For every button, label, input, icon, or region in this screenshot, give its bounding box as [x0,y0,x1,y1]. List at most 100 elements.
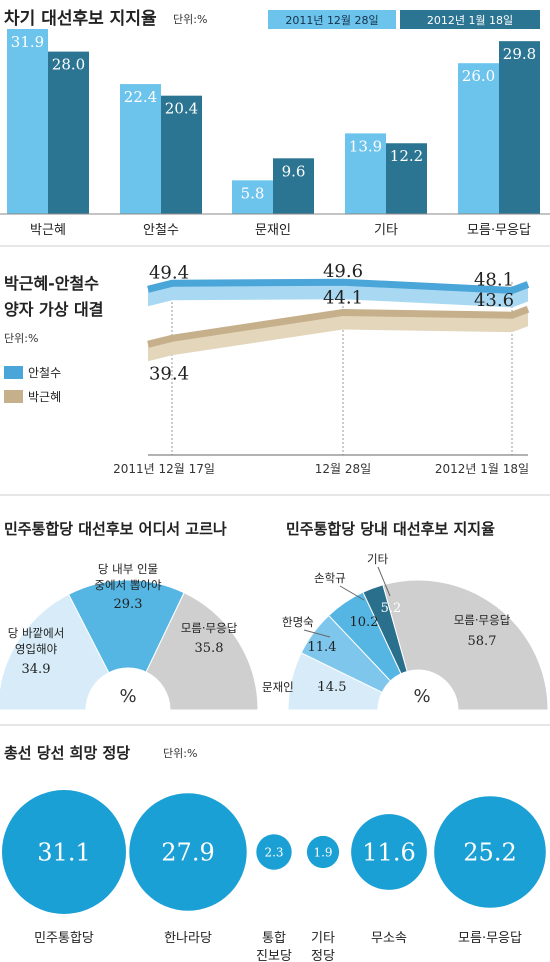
donut-right-value-label: 14.5 [318,680,347,695]
donut-right-value-label: 10.2 [350,615,379,630]
donut-left-value-label: 29.3 [114,597,143,612]
donut-left-value-label: 34.9 [22,662,51,677]
donut-right-value-label: 58.7 [468,634,497,649]
line-x-tick: 2012년 1월 18일 [435,462,529,476]
bar-value-label: 29.8 [503,45,536,63]
bubble-2 [256,834,292,870]
donut-left-slice-label: 중에서 뽑아야 [94,578,162,592]
line-value-label: 39.4 [149,363,189,384]
donut-right-value-label: 11.4 [308,640,337,655]
bubble-value-label: 1.9 [313,845,332,859]
bubble-category-label: 한나라당 [164,931,212,946]
bubble-4 [351,814,427,890]
line-value-label: 49.6 [323,261,363,282]
donut-left-slice-1 [67,579,185,674]
bar-category-label: 문재인 [255,223,291,238]
bar-value-label: 22.4 [124,88,157,106]
donut-left-slice-label: 영입해야 [15,642,58,656]
bubble-category-label: 무소속 [371,931,407,946]
bar-value-label: 13.9 [349,137,382,155]
donut-right-value-label: 5.2 [381,601,402,616]
leader-line [377,566,391,597]
bar-series-2-2 [273,158,314,214]
bar-series-2-3 [386,143,427,214]
bubble-value-label: 2.3 [264,845,283,859]
bubble-value-label: 11.6 [362,839,415,867]
bar-value-label: 12.2 [390,147,423,165]
donut-left-slice-2 [145,592,259,711]
legend-swatch-park [4,390,23,403]
legend-swatch-series-1 [268,10,396,29]
bar-value-label: 31.9 [11,33,44,51]
line-x-tick: 2011년 12월 17일 [113,462,215,476]
bubble-1 [129,793,247,911]
line-x-tick: 12월 28일 [315,462,371,476]
donut-left-slice-label: 당 내부 인물 [98,562,158,576]
bar-value-label: 5.8 [241,184,265,202]
bubble-3 [306,835,340,869]
bar-series-1-0 [7,28,48,215]
bar-category-label: 모름·무응답 [467,223,531,238]
line-value-label: 48.1 [474,269,514,290]
donut-left-value-label: 35.8 [195,641,224,656]
legend-label-ahn: 안철수 [28,366,61,380]
line-ribbon-park [148,309,528,362]
bar-value-label: 28.0 [52,56,85,74]
bubble-value-label: 27.9 [161,839,214,867]
bubble-5 [434,796,546,908]
line-chart-title-line-2: 양자 가상 대결 [4,300,103,319]
donut-left-slice-label: 당 바깥에서 [8,626,65,640]
donut-right-title: 민주통합당 당내 대선후보 지지율 [286,520,495,538]
bubble-category-label: 정당 [311,949,335,962]
bar-category-label: 기타 [374,223,398,238]
donut-left-title: 민주통합당 대선후보 어디서 고르나 [4,520,227,538]
legend-label-park: 박근혜 [28,390,61,404]
bubble-category-label: 모름·무응답 [458,931,522,946]
donut-right-slice-label: 기타 [367,552,389,566]
donut-right-slice-label: 문재인 [262,680,294,694]
bar-series-1-1 [120,84,161,214]
line-chart-unit: 단위:% [4,332,38,345]
bar-series-1-4 [458,63,499,215]
bar-value-label: 9.6 [282,162,306,180]
donut-left-slice-label: 모름·무응답 [181,621,238,635]
bar-series-2-1 [161,95,202,214]
bar-series-2-4 [499,41,540,214]
bar-chart-unit: 단위:% [173,13,207,26]
donut-right-slice-label: 손학규 [314,571,346,585]
bubble-category-label: 기타 [311,931,335,946]
donut-right-slice-label: 모름·무응답 [454,613,511,627]
bubble-category-label: 민주통합당 [34,931,94,946]
line-value-label: 44.1 [323,287,363,308]
line-value-label: 49.4 [149,262,189,283]
line-chart-title-line-1: 박근혜-안철수 [4,274,99,293]
bubble-value-label: 25.2 [463,839,516,867]
bubble-0 [2,790,126,914]
bar-category-label: 안철수 [143,223,179,238]
donut-left-slice-0 [0,593,110,711]
donut-left-center-label: % [119,686,136,707]
donut-right-slice-label: 한명숙 [282,615,314,629]
bubble-category-label: 통합 [262,931,286,946]
bar-series-2-0 [48,51,89,214]
line-series-park [147,305,530,348]
line-value-label: 43.6 [474,290,514,311]
bar-series-1-3 [345,133,386,214]
bar-series-1-2 [232,180,273,214]
donut-right-slice-4 [382,579,549,711]
leader-line [303,629,331,638]
bar-value-label: 26.0 [462,67,495,85]
donut-right-center-label: % [413,686,430,707]
legend-label-series-2: 2012년 1월 18일 [427,13,513,27]
bubble-chart-title: 총선 당선 희망 정당 [4,744,130,762]
leader-line [339,585,365,601]
legend-swatch-series-2 [400,10,540,29]
legend-swatch-ahn [4,366,23,379]
bubble-value-label: 31.1 [37,839,90,867]
bar-value-label: 20.4 [165,100,198,118]
bubble-category-label: 진보당 [256,949,292,962]
line-series-ahn [147,278,530,294]
bar-chart-title: 차기 대선후보 지지율 [4,8,157,29]
